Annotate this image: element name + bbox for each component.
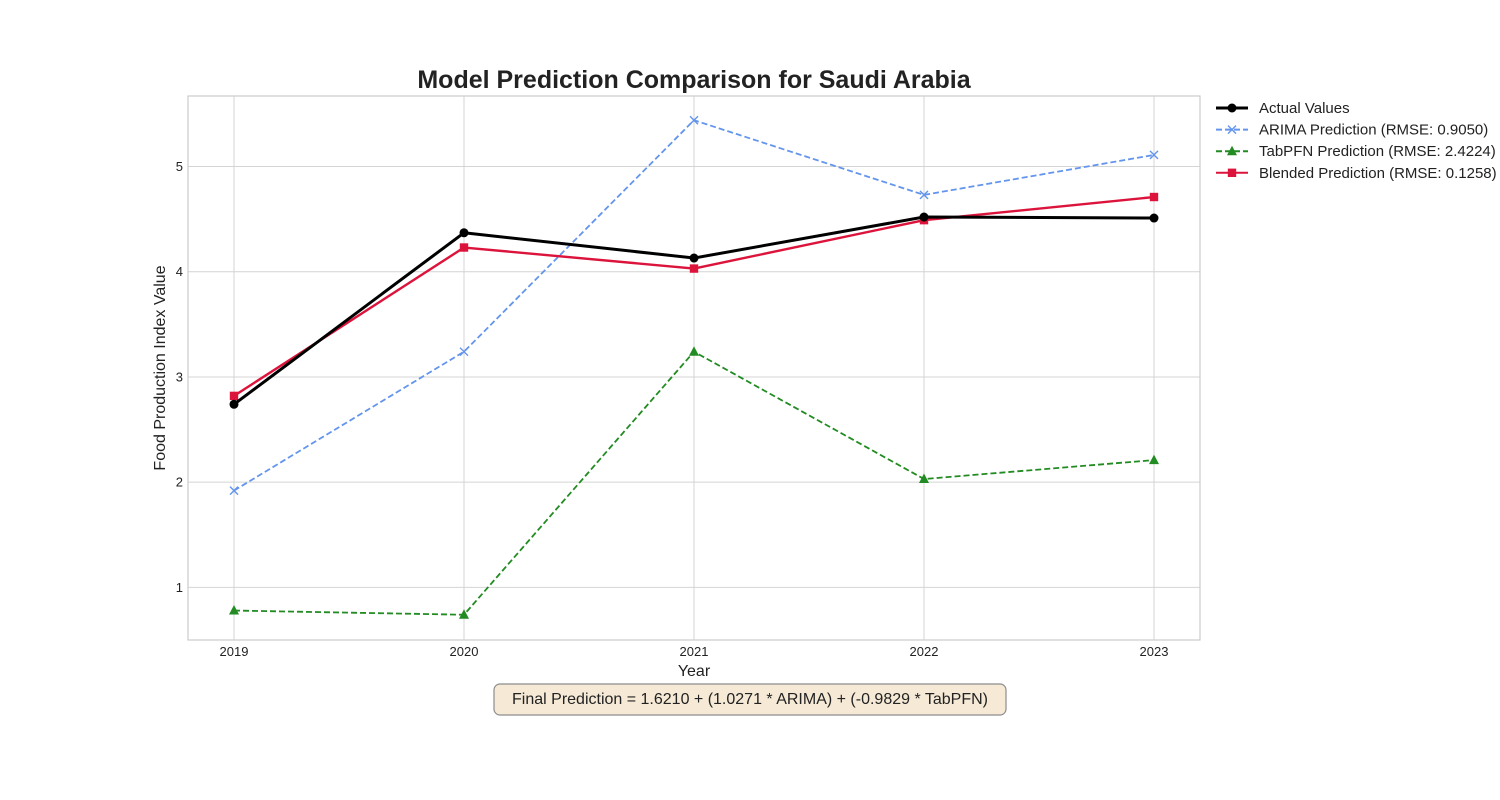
- plot-area-frame: [187, 95, 1201, 641]
- legend-item-0: Actual Values: [1216, 100, 1350, 117]
- formula-annotation: Final Prediction = 1.6210 + (1.0271 * AR…: [493, 683, 1007, 716]
- data-point: [919, 473, 929, 484]
- data-point: [459, 228, 469, 238]
- legend-label: Blended Prediction (RMSE: 0.1258): [1259, 165, 1497, 182]
- data-point: [229, 605, 239, 615]
- data-point: [459, 243, 469, 252]
- data-point: [229, 486, 239, 496]
- grid: [188, 96, 1200, 640]
- x-marker-stroke: [229, 486, 239, 496]
- x-tick-label: 2023: [1140, 644, 1169, 659]
- data-point: [1149, 150, 1159, 160]
- series-2: [229, 346, 1159, 619]
- data-point: [919, 212, 929, 222]
- legend-label: Actual Values: [1259, 100, 1350, 117]
- x-tick-label: 2021: [680, 644, 709, 659]
- x-tick-label: 2020: [450, 644, 479, 659]
- y-tick-label: 2: [176, 475, 183, 490]
- data-point: [689, 346, 699, 356]
- data-point: [1149, 454, 1159, 465]
- data-point: [229, 399, 239, 409]
- legend: Actual Values ARIMA Prediction (RMSE: 0.9…: [1216, 100, 1497, 182]
- series-layer: [229, 115, 1159, 619]
- y-tick-label: 1: [176, 580, 183, 595]
- x-marker-stroke: [919, 190, 929, 200]
- x-marker-stroke: [1227, 125, 1237, 135]
- data-point: [919, 190, 929, 200]
- data-point: [459, 347, 469, 357]
- data-point: [689, 115, 699, 125]
- y-tick-label: 4: [176, 264, 183, 279]
- legend-item-2: TabPFN Prediction (RMSE: 2.4224): [1216, 143, 1496, 160]
- legend-marker: [1227, 168, 1237, 177]
- x-marker-stroke: [1149, 150, 1159, 160]
- data-point: [689, 264, 699, 273]
- x-marker-stroke: [689, 115, 699, 125]
- data-point: [229, 391, 239, 401]
- data-point: [1149, 192, 1159, 202]
- legend-item-1: ARIMA Prediction (RMSE: 0.9050): [1216, 122, 1488, 139]
- legend-marker: [1227, 103, 1237, 113]
- data-point: [459, 609, 469, 619]
- series-1: [229, 115, 1159, 496]
- x-marker-stroke: [459, 347, 469, 357]
- legend-item-3: Blended Prediction (RMSE: 0.1258): [1216, 165, 1497, 182]
- data-point: [1149, 213, 1159, 223]
- x-axis-label: Year: [678, 663, 711, 680]
- x-tick-label: 2022: [910, 644, 939, 659]
- chart-title: Model Prediction Comparison for Saudi Ar…: [417, 66, 971, 94]
- y-tick-labels: 1 2 3 4 5: [176, 159, 183, 595]
- x-tick-label: 2019: [220, 644, 249, 659]
- annotation-box: [493, 683, 1007, 716]
- legend-marker: [1227, 125, 1237, 135]
- series-0: [229, 212, 1159, 409]
- y-tick-label: 3: [176, 369, 183, 384]
- legend-label: TabPFN Prediction (RMSE: 2.4224): [1259, 143, 1496, 160]
- legend-label: ARIMA Prediction (RMSE: 0.9050): [1259, 122, 1488, 139]
- x-tick-labels: 2019 2020 2021 2022 2023: [220, 644, 1169, 659]
- annotation-text: Final Prediction = 1.6210 + (1.0271 * AR…: [512, 691, 988, 708]
- y-tick-label: 5: [176, 159, 183, 174]
- y-axis-label: Food Production Index Value: [152, 265, 169, 470]
- legend-marker: [1227, 145, 1237, 156]
- data-point: [689, 253, 699, 263]
